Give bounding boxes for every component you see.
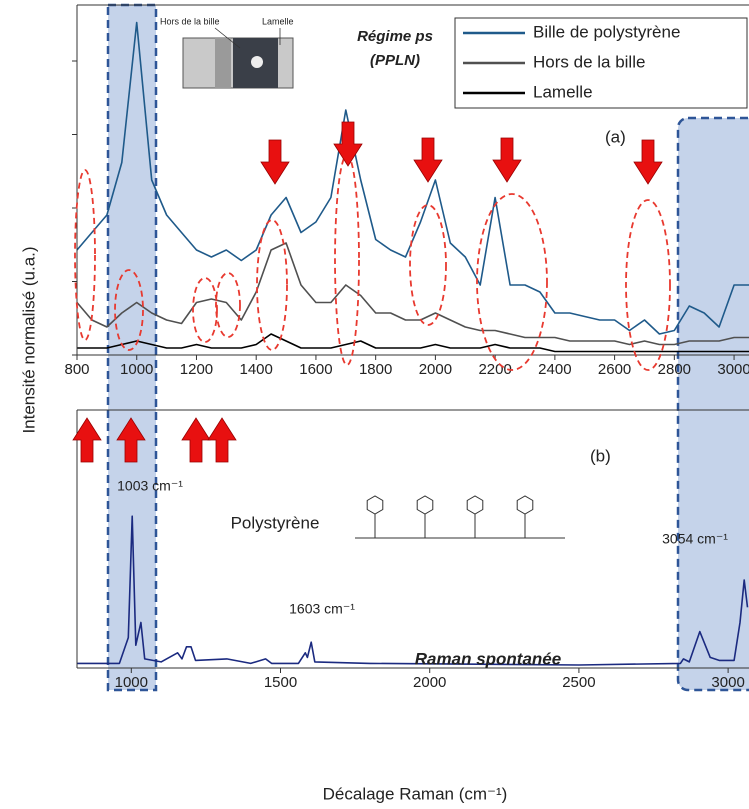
x-tick-label: 800 [64,361,89,378]
x-tick-label: 1500 [264,674,297,691]
ring [416,495,434,515]
annotation: (PPLN) [370,52,420,69]
x-tick-label: 2000 [413,674,446,691]
ring [366,495,384,515]
annotation: 3054 cm⁻¹ [662,531,728,547]
x-tick-label: 2200 [478,361,511,378]
legend-label: Lamelle [533,82,593,101]
x-tick-label: 2000 [419,361,452,378]
annotation: Raman spontanée [415,649,561,668]
x-axis-label: Décalage Raman (cm⁻¹) [323,784,508,803]
inset-image [182,27,294,89]
x-tick-label: 1800 [359,361,392,378]
annotation: Polystyrène [231,513,320,532]
inset-label: Lamelle [262,16,294,26]
y-axis-label: Intensité normalisé (u.a.) [19,246,38,433]
molecule [355,495,565,539]
legend-label: Bille de polystyrène [533,22,680,41]
x-tick-label: 1000 [115,674,148,691]
ring [516,495,534,515]
highlight-3054 [676,116,749,692]
ring [466,495,484,515]
series-line [77,515,749,666]
x-tick-label: 1000 [120,361,153,378]
x-tick-label: 3000 [711,674,744,691]
x-tick-label: 1600 [299,361,332,378]
highlight-1003 [106,3,158,692]
x-tick-label: 1200 [180,361,213,378]
inset-label: Hors de la bille [160,16,220,26]
x-tick-label: 2500 [562,674,595,691]
arrows [72,121,663,463]
annotation: 1603 cm⁻¹ [289,601,355,617]
panel-label: (b) [590,446,611,465]
x-tick-label: 3000 [717,361,749,378]
series-line [76,242,749,346]
annotation: Régime ps [357,28,433,45]
x-tick-label: 2800 [658,361,691,378]
panel-label: (a) [605,127,626,146]
x-tick-label: 2400 [538,361,571,378]
legend-label: Hors de la bille [533,52,645,71]
ellipses [74,154,671,371]
series-line [77,333,749,353]
annotation: 1003 cm⁻¹ [117,478,183,494]
x-tick-label: 2600 [598,361,631,378]
series-line [76,21,749,335]
x-tick-label: 1400 [240,361,273,378]
